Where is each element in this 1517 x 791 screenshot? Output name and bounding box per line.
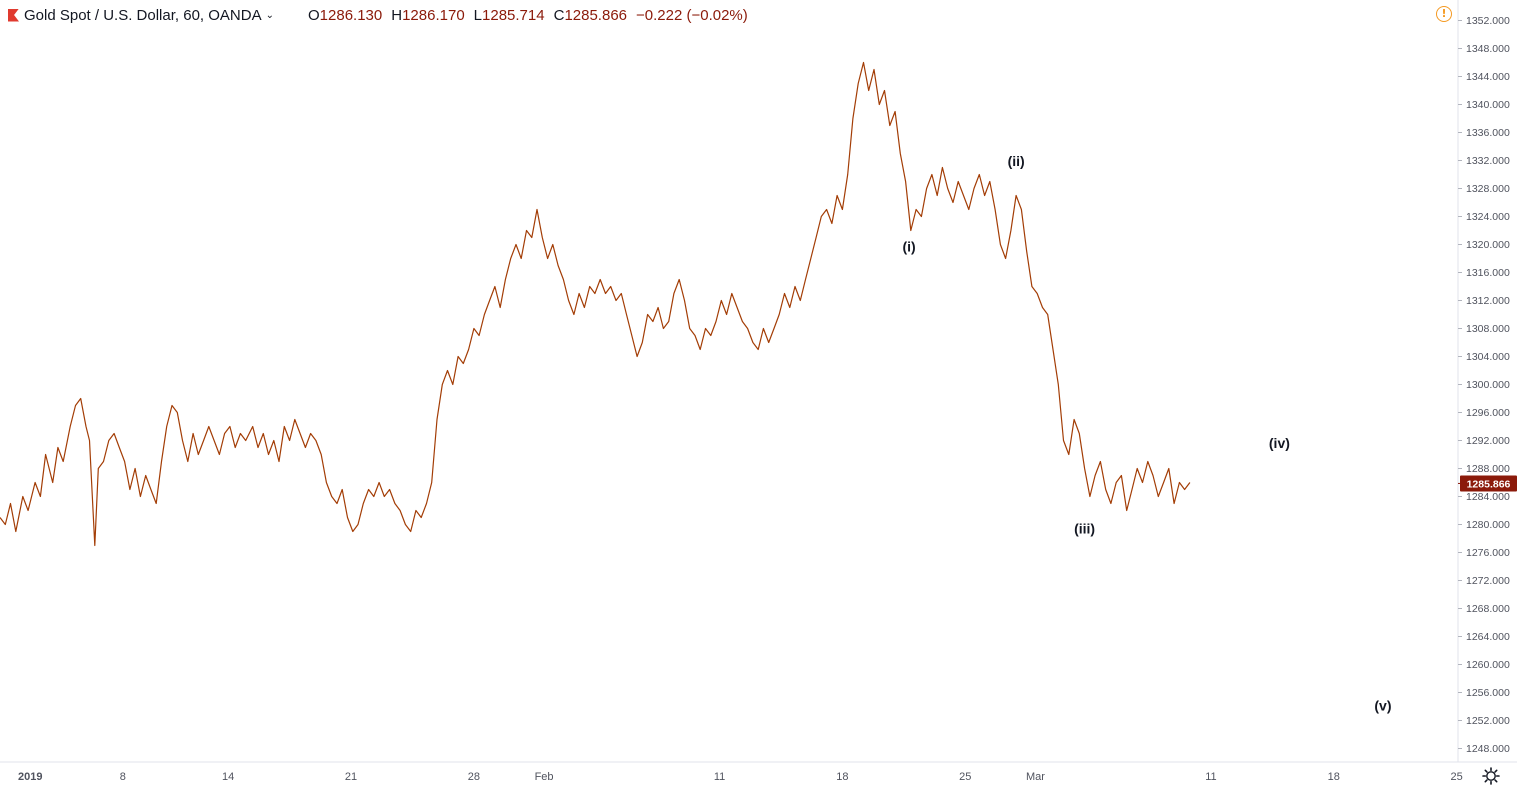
y-tick-label: 1340.000 [1466,99,1510,111]
x-tick-label: 18 [836,771,848,783]
y-tick-label: 1256.000 [1466,687,1510,699]
y-tick-label: 1280.000 [1466,519,1510,531]
close-label: C [553,6,565,24]
y-tick-label: 1352.000 [1466,15,1510,27]
price-line [0,61,1191,547]
chevron-down-icon: ⌄ [265,9,274,21]
y-tick-label: 1348.000 [1466,43,1510,55]
y-tick-label: 1288.000 [1466,463,1510,475]
x-tick-label: 2019 [18,771,42,783]
open-value: 1286.130 [319,6,383,24]
y-tick-label: 1264.000 [1466,631,1510,643]
y-tick-label: 1308.000 [1466,323,1510,335]
x-tick-label: 28 [468,771,480,783]
symbol-title: Gold Spot / U.S. Dollar, 60, OANDA [24,6,262,24]
open-label: O [308,6,320,24]
x-tick-label: 11 [714,771,725,783]
y-tick-label: 1252.000 [1466,715,1510,727]
gear-icon[interactable] [1481,766,1501,786]
price-series [0,61,1191,547]
y-tick-label: 1292.000 [1466,435,1510,447]
x-tick-label: Feb [535,771,554,783]
y-tick-label: 1272.000 [1466,575,1510,587]
alert-circle-icon[interactable]: ! [1436,6,1452,22]
y-tick-label: 1332.000 [1466,155,1510,167]
change-value: −0.222 (−0.02%) [636,6,748,24]
low-value: 1285.714 [482,6,545,24]
y-tick-label: 1296.000 [1466,407,1510,419]
y-tick-label: 1260.000 [1466,659,1510,671]
x-tick-label: 11 [1205,771,1216,783]
high-label: H [391,6,403,24]
high-value: 1286.170 [402,6,465,24]
y-tick-label: 1312.000 [1466,295,1510,307]
wave-label: (iii) [1074,521,1095,537]
symbol-selector[interactable]: Gold Spot / U.S. Dollar, 60, OANDA ⌄ [24,7,274,24]
y-tick-label: 1284.000 [1466,491,1510,503]
last-price-badge-bg [1460,475,1517,492]
chart-legend: Gold Spot / U.S. Dollar, 60, OANDA ⌄ O 12… [8,5,757,25]
low-label: L [473,6,483,24]
y-tick-label: 1344.000 [1466,71,1510,83]
y-tick-label: 1328.000 [1466,183,1510,195]
y-tick-label: 1276.000 [1466,547,1510,559]
x-tick-label: 14 [222,771,234,783]
x-tick-label: 25 [959,771,971,783]
wave-label: (iv) [1269,435,1290,451]
y-tick-label: 1336.000 [1466,127,1510,139]
last-price-badge: 1285.866 [1458,475,1517,492]
wave-label: (v) [1374,698,1391,714]
y-tick-label: 1248.000 [1466,743,1510,755]
flag-icon [8,8,19,22]
wave-label: (i) [902,239,915,255]
elliott-wave-labels: (i) (ii) (iii) (iv) (v) [902,153,1391,714]
x-tick-label: 8 [120,771,126,783]
y-tick-label: 1300.000 [1466,379,1510,391]
x-tick-label: 18 [1328,771,1340,783]
x-tick-label: 25 [1451,771,1463,783]
wave-label: (ii) [1008,153,1025,169]
time-axis[interactable]: 2019 8 14 21 28 Feb 11 18 25 Mar 11 18 25 [18,771,1463,783]
x-tick-label: 21 [345,771,357,783]
x-tick-label: Mar [1026,771,1045,783]
y-tick-label: 1316.000 [1466,267,1510,279]
close-value: 1285.866 [564,6,628,24]
price-axis[interactable]: 1352.000 1348.000 1344.000 1340.000 1336.000… [1458,15,1510,755]
y-tick-label: 1324.000 [1466,211,1510,223]
last-price-label: 1285.866 [1467,478,1511,490]
y-tick-label: 1304.000 [1466,351,1510,363]
y-tick-label: 1320.000 [1466,239,1510,251]
ohlc-values: O 1286.130 H 1286.170 L 1285.714 C 1285.866 … [308,7,757,24]
y-tick-label: 1268.000 [1466,603,1510,615]
